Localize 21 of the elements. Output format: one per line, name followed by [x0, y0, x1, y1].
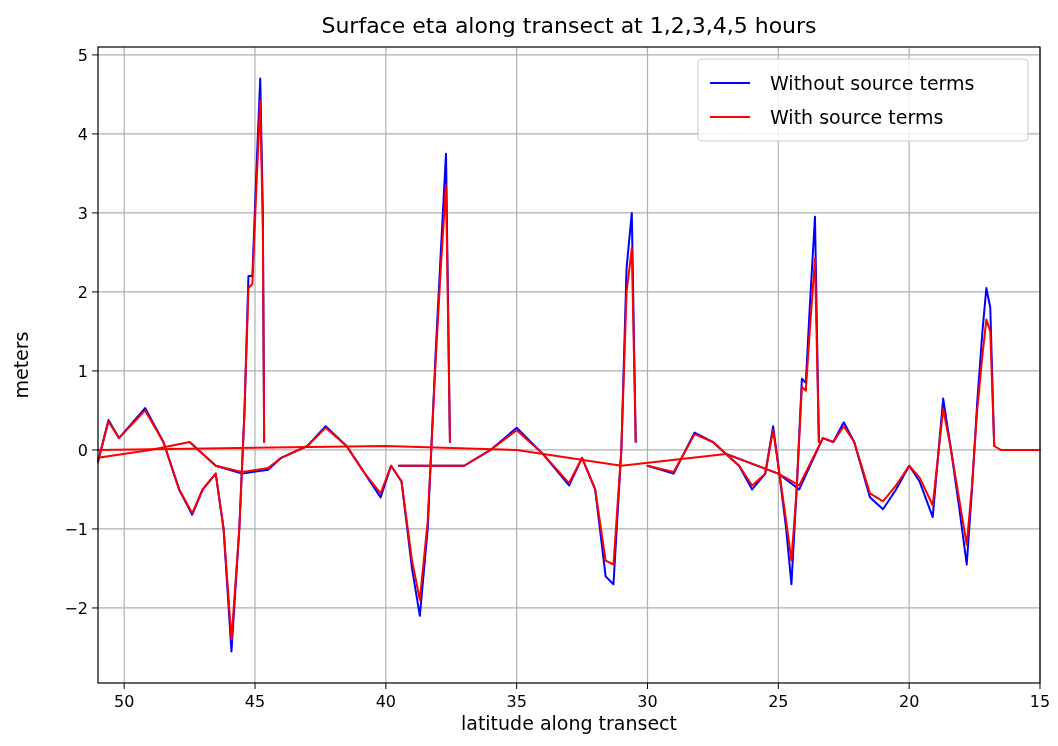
y-tick-label: 5 — [77, 45, 88, 65]
legend-label: Without source terms — [770, 72, 975, 94]
y-tick-label: 0 — [77, 440, 88, 460]
y-tick-label: 2 — [77, 282, 88, 302]
chart-title: Surface eta along transect at 1,2,3,4,5 hours — [321, 13, 817, 38]
x-tick-label: 20 — [898, 692, 920, 711]
x-tick-label: 35 — [506, 692, 527, 711]
x-tick-label: 45 — [244, 692, 266, 711]
y-axis-title: meters — [10, 331, 32, 399]
y-tick-label: −1 — [64, 519, 88, 539]
x-tick-label: 15 — [1029, 692, 1051, 711]
x-tick-label: 30 — [637, 692, 658, 711]
x-axis-title: latitude along transect — [460, 712, 678, 734]
x-tick-label: 40 — [375, 692, 397, 711]
legend-label: With source terms — [770, 106, 944, 128]
y-tick-label: −2 — [64, 598, 88, 618]
y-tick-label: 4 — [77, 124, 88, 144]
y-tick-label: 3 — [77, 203, 88, 223]
x-tick-label: 25 — [768, 692, 789, 711]
x-tick-label: 50 — [113, 692, 135, 711]
y-tick-label: 1 — [77, 361, 88, 381]
